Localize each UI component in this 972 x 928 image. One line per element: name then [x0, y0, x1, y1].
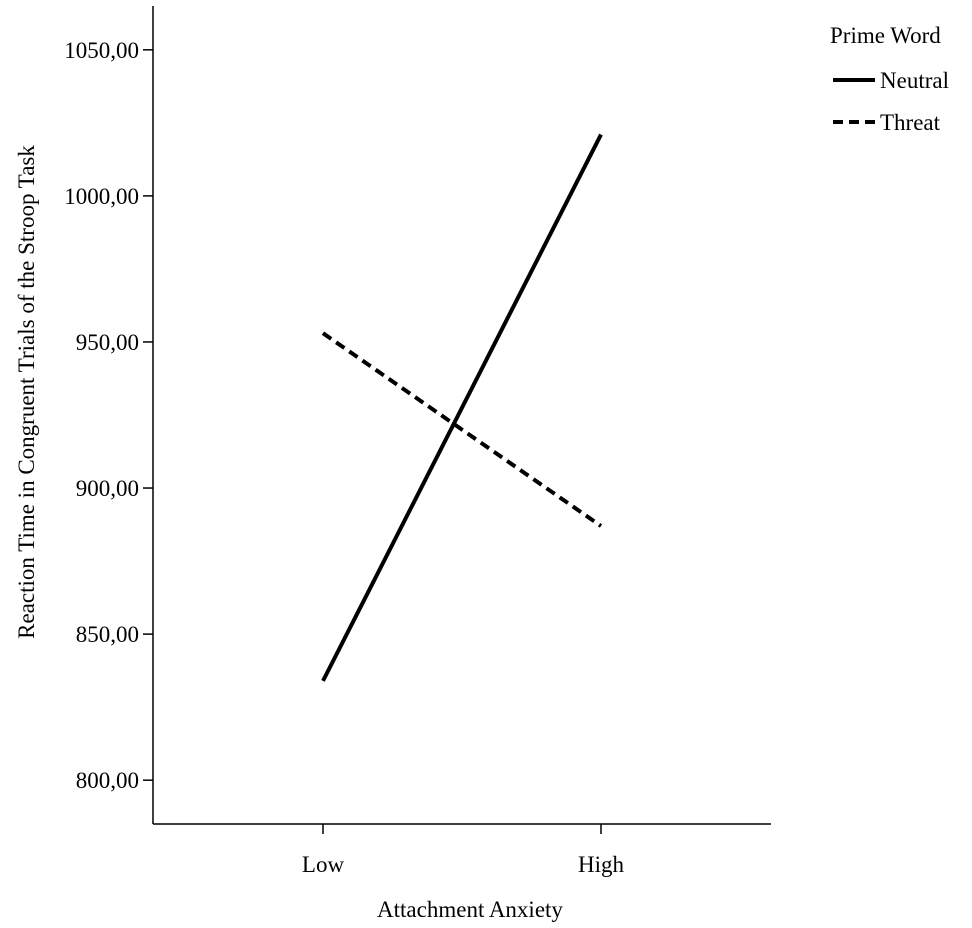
y-axis-title: Reaction Time in Congruent Trials of the…: [14, 145, 39, 639]
y-tick-label: 900,00: [76, 476, 139, 501]
x-ticks: Low High: [302, 824, 625, 877]
y-tick-label: 800,00: [76, 768, 139, 793]
legend-title: Prime Word: [830, 23, 941, 48]
legend-label-neutral: Neutral: [880, 68, 949, 93]
y-tick-label: 950,00: [76, 330, 139, 355]
legend: Prime Word Neutral Threat: [830, 23, 949, 135]
plot-area: 800,00 850,00 900,00 950,00 1000,00 1050,00 L…: [64, 6, 771, 877]
y-tick-label: 1050,00: [64, 38, 139, 63]
series-line-threat: [321, 331, 603, 528]
series-lines: [321, 133, 603, 682]
x-tick-label: High: [578, 852, 625, 877]
x-axis-title: Attachment Anxiety: [377, 897, 563, 922]
y-tick-label: 850,00: [76, 622, 139, 647]
y-tick-label: 1000,00: [64, 184, 139, 209]
legend-label-threat: Threat: [880, 110, 941, 135]
y-ticks: 800,00 850,00 900,00 950,00 1000,00 1050,00: [64, 38, 153, 793]
legend-entries: Neutral Threat: [833, 68, 949, 135]
series-line-neutral: [321, 133, 603, 682]
x-tick-label: Low: [302, 852, 345, 877]
